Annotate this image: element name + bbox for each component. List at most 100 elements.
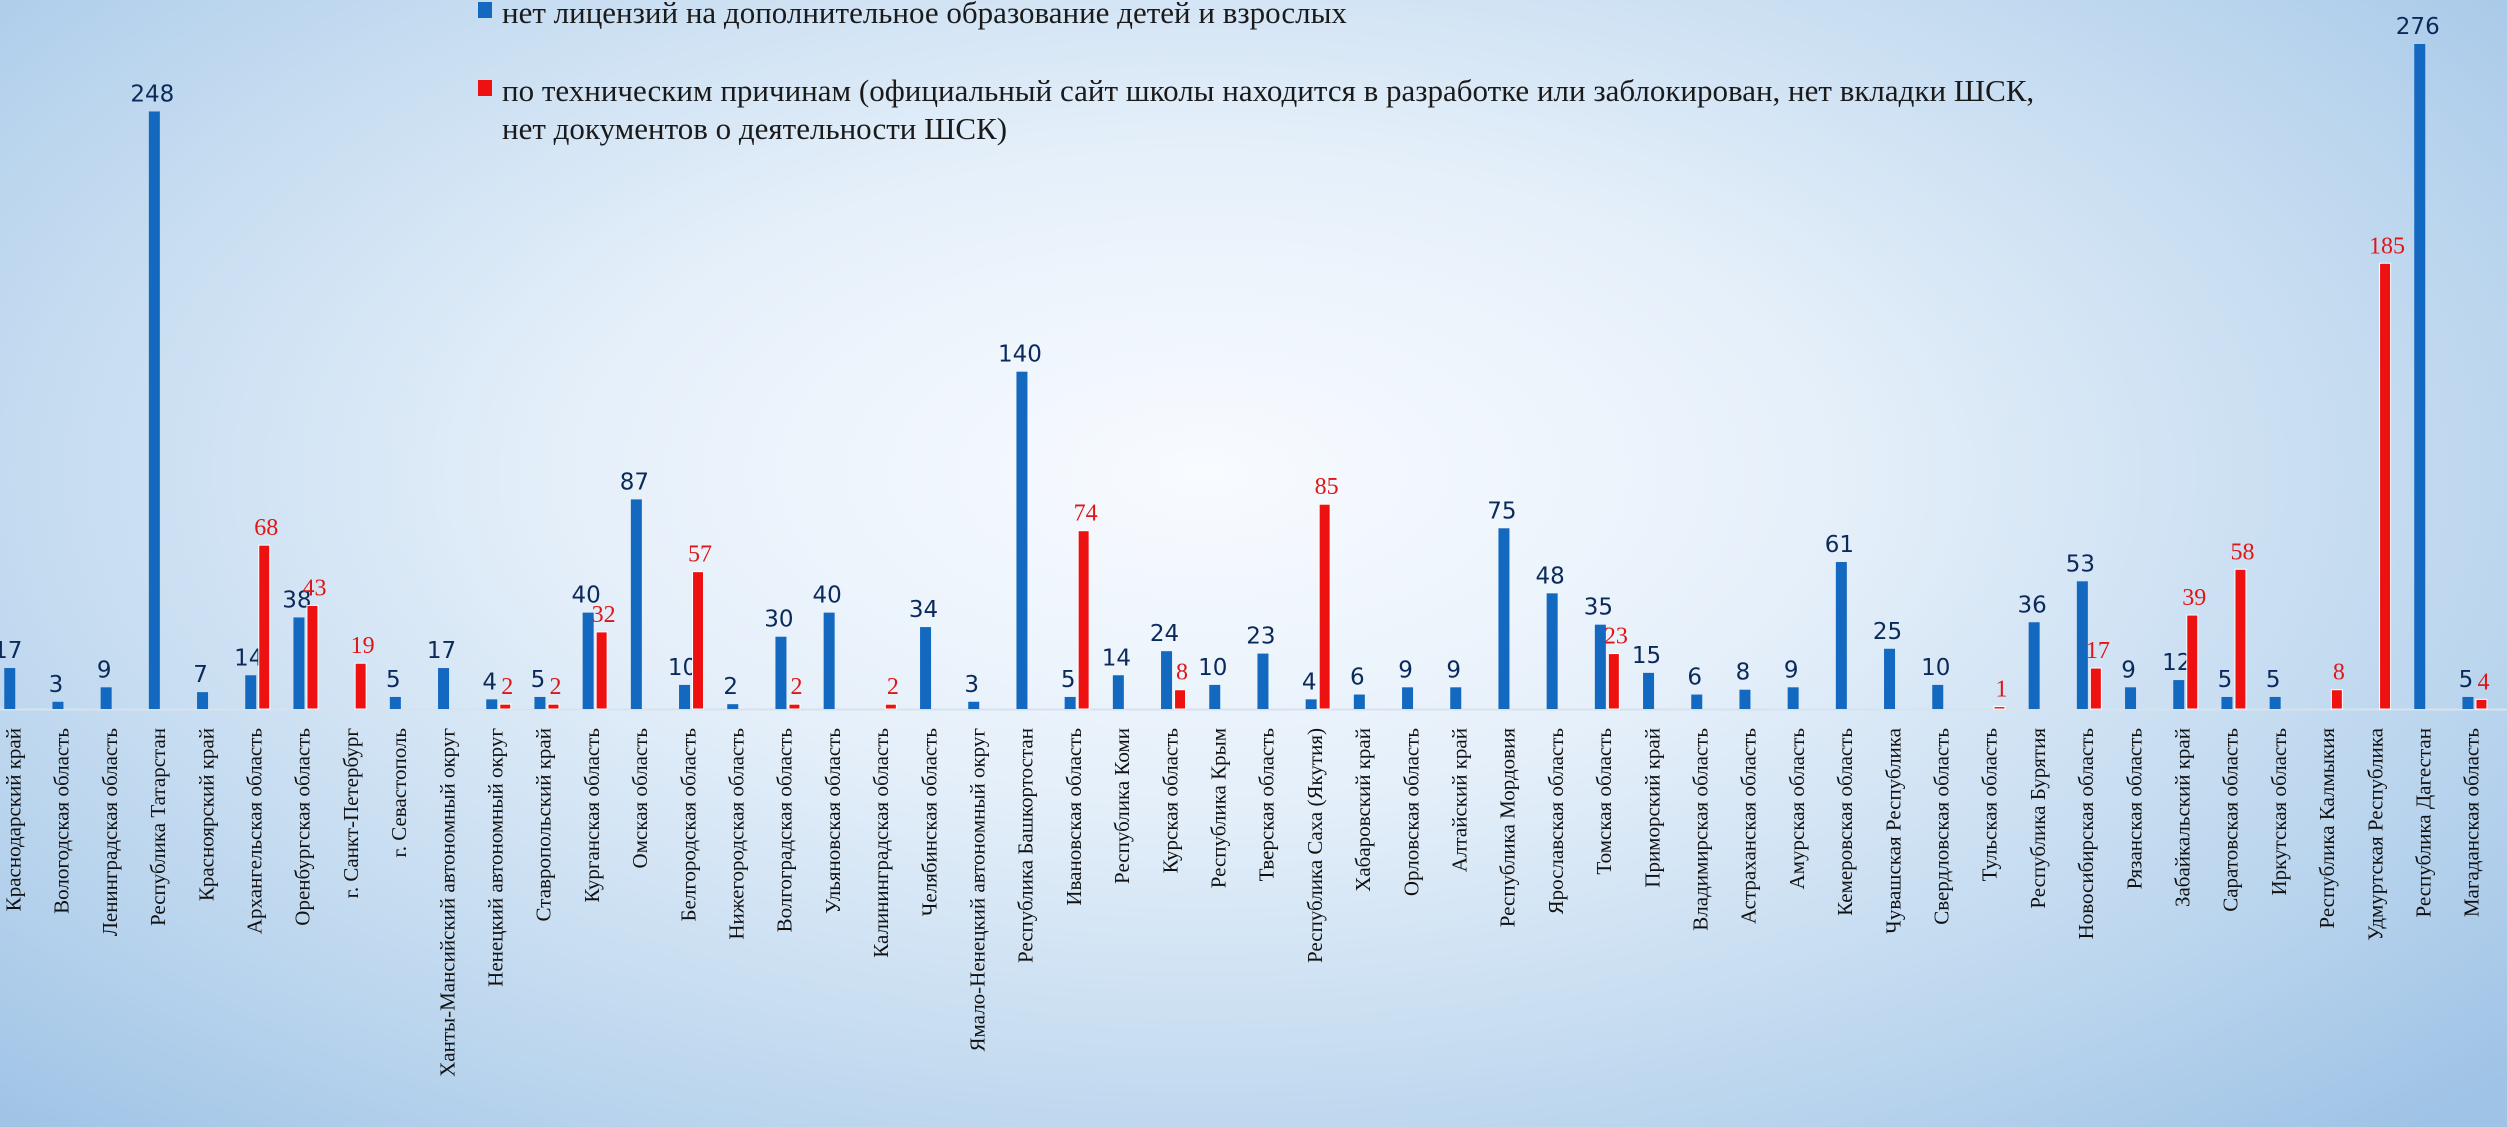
data-label-series1: 34 [909,597,938,623]
x-tick-label: Томская область [1592,728,1616,875]
bar-series1 [2221,696,2233,709]
x-tick-label: Республика Бурятия [2026,728,2050,909]
legend-item-series1: нет лицензий на дополнительное образован… [478,0,2178,32]
data-label-series2: 17 [2086,638,2110,664]
x-tick-label: Тверская область [1255,728,1279,881]
x-tick-label: Новосибирская область [2074,728,2098,939]
bar-series1 [438,668,450,709]
bar-series1 [727,704,739,709]
x-tick-label: Орловская область [1399,728,1423,896]
x-tick-label: Иркутская область [2267,728,2291,895]
x-tick-label: Астраханская область [1737,728,1761,924]
data-label-series2: 32 [592,602,616,628]
bar-series1 [1161,651,1173,709]
data-label-series1: 9 [1398,657,1413,683]
x-tick-label: Курская область [1158,728,1182,873]
bar-series1 [920,627,932,709]
data-label-series1: 4 [1302,669,1317,695]
bar-series1 [2125,687,2137,709]
bar-series2 [499,703,512,710]
bar-series2 [2379,262,2392,710]
data-label-series1: 23 [1246,624,1275,650]
data-label-series1: 276 [2396,14,2440,40]
bar-series2 [1174,689,1187,710]
x-tick-label: Ханты-Мансийский автономный округ [435,728,459,1077]
bar-series1 [293,617,305,709]
data-label-series1: 9 [1784,657,1799,683]
data-label-series1: 5 [2266,667,2281,693]
bar-series1 [2028,622,2040,709]
x-tick-label: Нижегородская область [725,728,749,940]
bar-series1 [389,696,401,709]
bar-series1 [1835,562,1847,709]
bar-series2 [2186,614,2199,710]
legend: нет лицензий на дополнительное образован… [478,0,2178,148]
bar-series2 [258,544,271,710]
legend-swatch-series2 [478,80,492,96]
bar-series1 [1402,687,1414,709]
bar-series1 [1546,593,1558,709]
data-label-series1: 5 [1061,667,1076,693]
bar-series2 [1077,530,1090,710]
data-label-series1: 5 [2459,667,2474,693]
bar-series1 [1643,672,1655,709]
legend-item-series2: по техническим причинам (официальный сай… [478,72,2178,148]
bar-series2 [306,604,319,710]
data-label-series2: 185 [2369,233,2405,259]
data-label-series1: 9 [97,657,112,683]
bar-series2 [1318,503,1331,710]
bar-series1 [2076,581,2088,709]
bar-series1 [2269,696,2281,709]
data-label-series1: 248 [130,81,174,107]
data-label-series1: 75 [1487,498,1516,524]
x-tick-label: Ставропольский край [532,728,556,921]
bar-series1 [100,687,112,709]
data-label-series1: 3 [49,672,64,698]
data-label-series2: 1 [1995,677,2007,703]
bar-series1 [823,612,835,709]
bar-series1 [582,612,594,709]
x-tick-label: Оренбургская область [291,728,315,926]
data-label-series2: 39 [2182,585,2206,611]
data-label-series2: 43 [302,575,326,601]
x-tick-label: Хабаровский край [1351,728,1375,892]
bar-series1 [2173,680,2185,709]
bar-series1 [1016,371,1028,709]
x-tick-label: Республика Башкортостан [1014,728,1038,963]
data-label-series2: 23 [1604,624,1628,650]
data-label-series1: 17 [0,638,22,664]
x-tick-label: Красноярский край [194,728,218,901]
x-tick-label: Ненецкий автономный округ [484,728,508,987]
data-label-series2: 58 [2230,539,2254,565]
x-tick-label: Владимирская область [1689,728,1713,931]
bar-series1 [52,701,64,709]
bar-series1 [1064,696,1076,709]
bar-series2 [1993,706,2006,710]
bar-series1 [1209,684,1221,709]
data-label-series1: 4 [482,669,497,695]
data-label-series2: 68 [254,515,278,541]
bar-series1 [1884,648,1896,709]
data-label-series1: 5 [2218,667,2233,693]
bar-series1 [1739,689,1751,709]
x-tick-label: Республика Саха (Якутия) [1303,728,1327,963]
data-label-series1: 35 [1584,595,1613,621]
data-label-series2: 2 [549,674,561,700]
data-label-series1: 6 [1350,665,1365,691]
data-label-series1: 15 [1632,643,1661,669]
x-tick-label: г. Севастополь [387,728,411,858]
bar-series1 [630,499,642,709]
bar-series2 [2234,568,2247,710]
x-tick-label: Челябинская область [917,728,941,916]
bar-series2 [692,571,705,710]
bar-series1 [245,675,257,709]
x-tick-label: Забайкальский край [2171,728,2195,907]
data-label-series1: 10 [1198,655,1227,681]
data-label-series1: 53 [2066,551,2095,577]
bar-series2 [788,703,801,710]
bar-series1 [197,692,209,709]
x-tick-label: Ульяновская область [821,728,845,914]
bar-series1 [1498,528,1510,709]
